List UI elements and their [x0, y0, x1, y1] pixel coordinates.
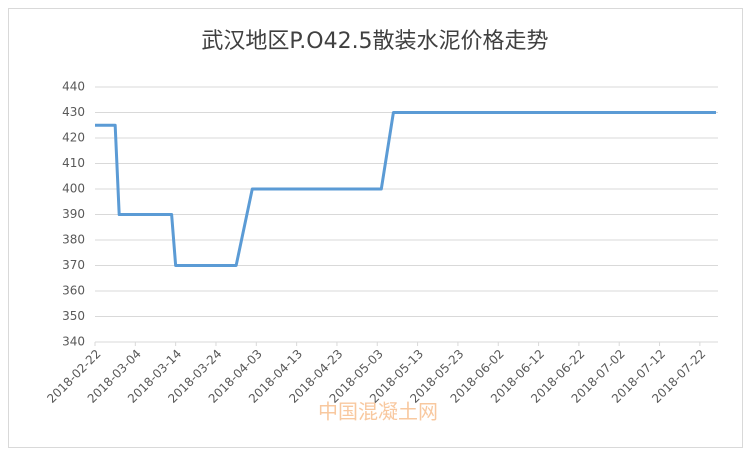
y-tick-label: 420 — [62, 131, 85, 145]
y-tick-label: 410 — [62, 156, 85, 170]
y-tick-label: 360 — [62, 284, 85, 298]
y-tick-label: 440 — [62, 80, 85, 94]
y-tick-label: 390 — [62, 207, 85, 221]
chart-frame — [8, 8, 743, 448]
watermark: 中国混凝土网 — [318, 400, 438, 424]
y-tick-label: 370 — [62, 258, 85, 272]
y-tick-label: 430 — [62, 105, 85, 119]
y-tick-label: 350 — [62, 309, 85, 323]
y-tick-label: 380 — [62, 233, 85, 247]
data-line — [95, 111, 716, 267]
y-tick-label: 340 — [62, 335, 85, 349]
y-tick-label: 400 — [62, 182, 85, 196]
chart-title: 武汉地区P.O42.5散装水泥价格走势 — [201, 29, 548, 54]
